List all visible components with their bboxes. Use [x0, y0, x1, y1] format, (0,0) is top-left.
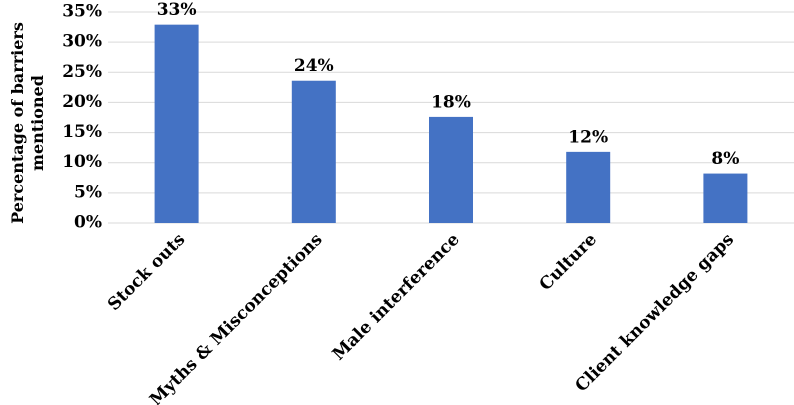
data-label: 18%	[431, 92, 471, 112]
bar	[566, 151, 611, 223]
y-tick-label: 25%	[62, 62, 102, 82]
data-label: 24%	[294, 56, 334, 76]
y-tick-label: 35%	[62, 2, 102, 22]
x-tick-label: Stock outs	[104, 230, 189, 315]
data-label: 12%	[568, 127, 608, 147]
x-tick-label: Client knowledge gaps	[571, 230, 738, 397]
bar	[703, 173, 748, 223]
data-label: 8%	[711, 149, 739, 169]
bar	[291, 80, 336, 224]
data-label: 33%	[157, 0, 197, 20]
y-tick-label: 30%	[62, 32, 102, 52]
y-tick-label: 15%	[62, 122, 102, 142]
y-axis-title: Percentage of barriers mentioned	[8, 22, 47, 224]
bar	[154, 24, 199, 223]
y-tick-label: 20%	[62, 92, 102, 112]
x-tick-label: Culture	[536, 229, 601, 294]
y-tick-label: 5%	[74, 182, 102, 202]
y-tick-label: 10%	[62, 152, 102, 172]
bar	[429, 116, 473, 223]
y-tick-label: 0%	[74, 213, 102, 233]
x-tick-label: Male interference	[329, 229, 464, 364]
